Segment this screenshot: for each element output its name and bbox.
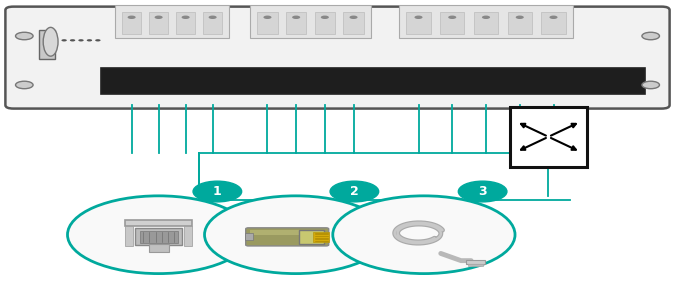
Bar (125, 226, 133, 246)
Bar (466, 260, 485, 264)
Circle shape (155, 16, 163, 19)
Circle shape (292, 16, 300, 19)
Circle shape (95, 39, 101, 41)
Bar (148, 244, 169, 252)
Bar (115, 5, 229, 38)
Bar (250, 230, 325, 235)
Bar (468, 264, 483, 266)
Bar (343, 12, 364, 34)
Bar (399, 5, 573, 38)
Circle shape (209, 16, 217, 19)
Text: 1: 1 (213, 185, 221, 198)
Circle shape (205, 196, 387, 274)
Circle shape (86, 39, 92, 41)
Circle shape (193, 181, 242, 202)
Circle shape (516, 16, 524, 19)
Circle shape (482, 16, 490, 19)
Text: 3: 3 (479, 185, 487, 198)
Bar (149, 12, 168, 34)
FancyBboxPatch shape (246, 228, 329, 246)
Bar (299, 230, 324, 244)
Bar (474, 12, 498, 34)
Bar (39, 30, 55, 59)
Bar (313, 232, 329, 242)
Circle shape (16, 81, 33, 89)
Bar (440, 12, 464, 34)
Circle shape (448, 16, 456, 19)
Bar (203, 12, 222, 34)
Circle shape (128, 16, 136, 19)
Circle shape (549, 16, 558, 19)
Bar (286, 12, 306, 34)
Circle shape (321, 16, 329, 19)
Text: 2: 2 (350, 185, 358, 198)
Bar (140, 231, 178, 243)
Circle shape (642, 32, 659, 40)
Bar (250, 5, 371, 38)
Circle shape (16, 32, 33, 40)
Ellipse shape (43, 27, 58, 56)
Circle shape (330, 181, 379, 202)
Circle shape (414, 16, 423, 19)
Circle shape (78, 39, 84, 41)
Bar (508, 12, 532, 34)
Bar (257, 12, 278, 34)
Bar (510, 107, 587, 167)
Bar (184, 226, 192, 246)
Bar (176, 12, 195, 34)
Circle shape (642, 81, 659, 89)
Bar (406, 12, 431, 34)
Circle shape (61, 39, 67, 41)
Bar (122, 12, 141, 34)
Bar (315, 12, 335, 34)
Circle shape (458, 181, 507, 202)
Circle shape (70, 39, 76, 41)
Bar (541, 12, 566, 34)
FancyBboxPatch shape (5, 7, 670, 109)
Circle shape (263, 16, 271, 19)
Circle shape (182, 16, 190, 19)
Bar (125, 220, 192, 226)
Circle shape (68, 196, 250, 274)
Circle shape (333, 196, 515, 274)
Bar (101, 68, 645, 94)
Bar (245, 233, 253, 240)
Bar (135, 228, 182, 245)
Circle shape (350, 16, 358, 19)
